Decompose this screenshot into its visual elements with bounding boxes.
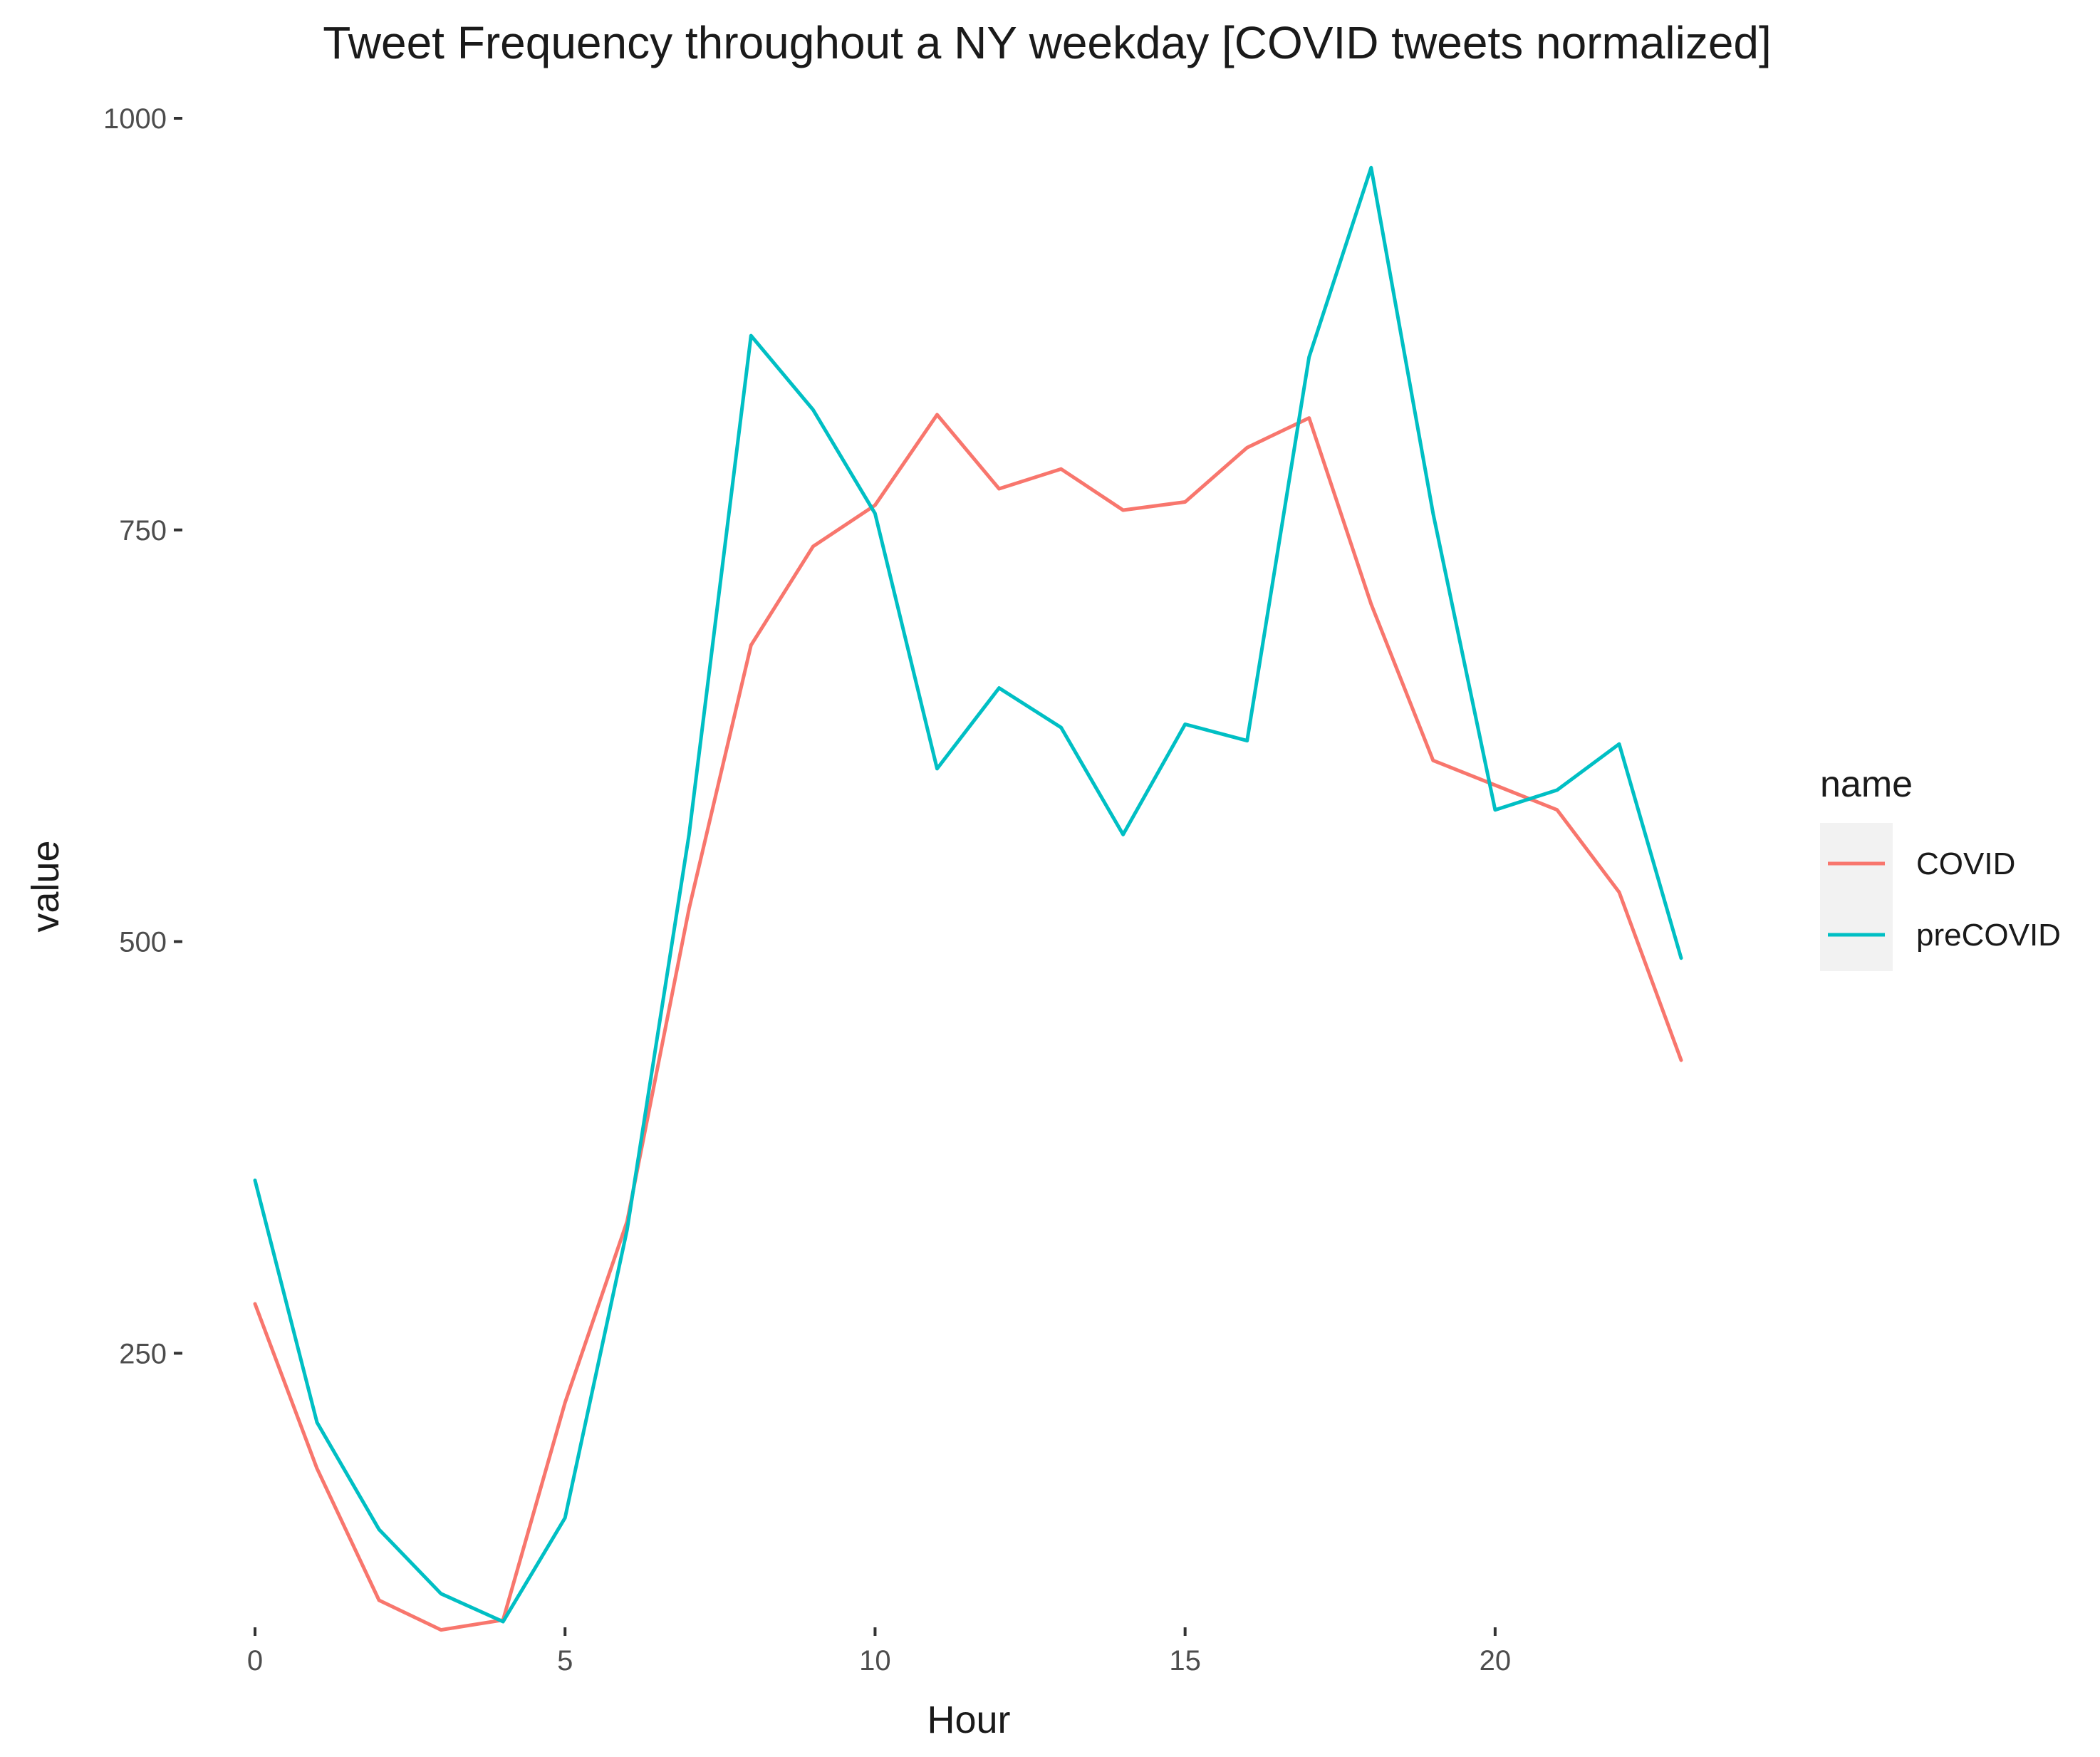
x-tick-label: 10 — [859, 1645, 891, 1676]
x-axis-title: Hour — [927, 1699, 1010, 1741]
x-tick-label: 5 — [557, 1645, 573, 1676]
series-layer — [253, 165, 1683, 1632]
y-axis-title: value — [24, 840, 67, 932]
chart-title: Tweet Frequency throughout a NY weekday … — [323, 17, 1772, 68]
y-tick-label: 750 — [119, 515, 167, 546]
legend: name COVID preCOVID — [1820, 764, 2061, 971]
x-tick-label: 0 — [247, 1645, 263, 1676]
y-tick-label: 250 — [119, 1338, 167, 1369]
x-axis: 0 5 10 15 20 — [247, 1627, 1511, 1676]
y-axis: 250 500 750 1000 — [103, 103, 182, 1369]
y-tick-label: 500 — [119, 927, 167, 958]
series-line-precovid — [253, 165, 1683, 1624]
y-tick-label: 1000 — [103, 103, 167, 135]
x-tick-label: 15 — [1169, 1645, 1201, 1676]
legend-title: name — [1820, 764, 1913, 805]
legend-key-background — [1820, 823, 1893, 971]
x-tick-label: 20 — [1480, 1645, 1512, 1676]
series-line-covid — [253, 413, 1683, 1632]
legend-label-covid: COVID — [1916, 846, 2015, 881]
legend-items: COVID preCOVID — [1828, 846, 2061, 953]
legend-label-precovid: preCOVID — [1916, 918, 2061, 953]
